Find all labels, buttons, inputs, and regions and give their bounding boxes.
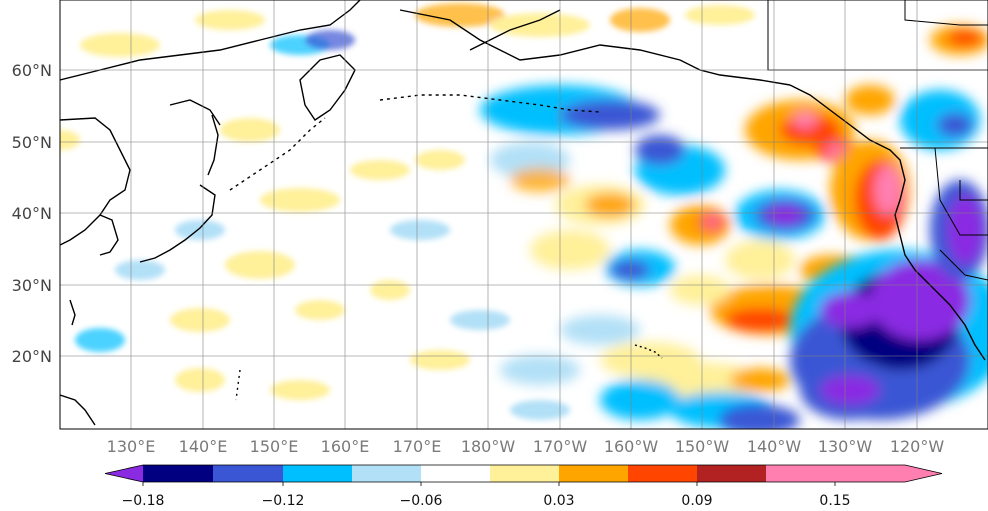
lon-label: 130°E [107,437,156,456]
alaska-west-coast [469,9,561,51]
bc-coastline [789,84,906,216]
us-state-borders [934,147,988,236]
colorbar: −0.18 −0.12 −0.06 0.03 0.09 0.15 [104,464,943,509]
philippines-coastline [60,394,96,426]
lon-label: 130°W [818,437,873,456]
colorbar-tick-label: −0.12 [262,493,305,509]
colorbar-extend-high [835,465,942,482]
taiwan-coastline [69,299,76,326]
canada-province-borders [904,0,988,26]
colorbar-tick-label: −0.18 [122,493,165,509]
colorbar-tick-label: 0.09 [681,493,712,509]
lon-label: 140°E [179,437,228,456]
us-mexico-border [939,249,988,281]
bonin-islands [235,369,241,401]
lon-label: 170°W [533,437,588,456]
lon-label: 150°E [250,437,299,456]
lat-label: 60°N [12,61,52,80]
colorbar-segment [213,465,283,482]
lon-label: 150°W [675,437,730,456]
latitude-labels: 60°N 50°N 40°N 30°N 20°N [12,61,52,366]
alaska-coastline [399,9,791,86]
colorbar-segment [628,465,697,482]
lon-label: 160°E [321,437,370,456]
aleutian-islands [379,94,601,113]
us-west-coastline [894,214,986,361]
colorbar-segment [766,465,835,482]
gridlines [60,0,988,429]
colorbar-tick-label: −0.06 [400,493,443,509]
colorbar-tick-label: 0.15 [819,493,850,509]
plot-frame [59,0,988,430]
coastlines [60,0,986,426]
colorbar-segment [697,465,766,482]
okhotsk-coastline [169,99,221,126]
korea-coastline [99,214,119,256]
anomaly-field [60,3,988,429]
anomaly-speckle [60,3,755,420]
lat-label: 20°N [12,347,52,366]
japan-coastline [139,184,216,263]
colorbar-segment [283,465,352,482]
lon-label: 140°W [747,437,802,456]
longitude-labels: 130°E 140°E 150°E 160°E 170°E 180°W 170°… [107,437,945,456]
asia-coastline [60,117,131,246]
colorbar-segment [143,465,213,482]
lat-label: 40°N [12,204,52,223]
lon-label: 120°W [890,437,945,456]
kuril-islands [229,117,326,191]
colorbar-segment [421,465,490,482]
siberia-coastline [60,0,361,81]
us-state-borders-2 [959,180,988,201]
anomaly-negative-core [720,180,988,429]
lat-label: 30°N [12,276,52,295]
lat-label: 50°N [12,133,52,152]
colorbar-tick-label: 0.03 [543,493,574,509]
lon-label: 180°W [461,437,516,456]
hawaii-islands [634,344,663,359]
lon-label: 160°W [604,437,659,456]
colorbar-extend-low [105,465,143,482]
colorbar-segment [559,465,628,482]
lon-label: 170°E [393,437,442,456]
colorbar-ticks [142,482,836,486]
colorbar-segment [352,465,421,482]
colorbar-segment [490,465,559,482]
sakhalin-coastline [207,114,219,176]
